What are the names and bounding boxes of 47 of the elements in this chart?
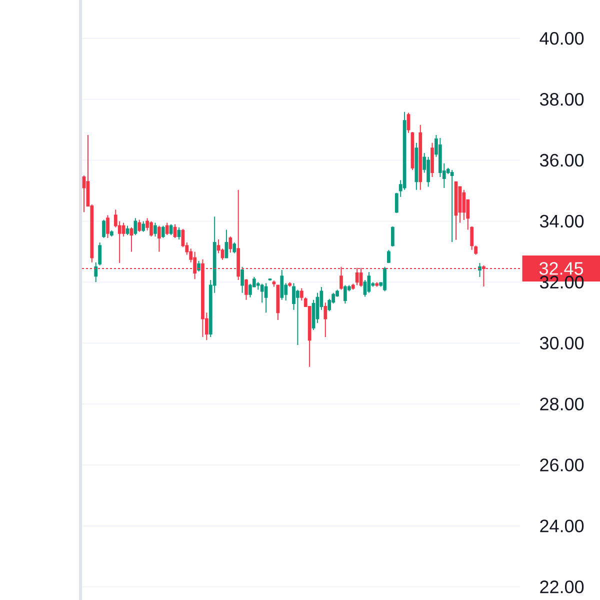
candlestick	[134, 218, 138, 236]
candlestick	[142, 220, 146, 232]
candlestick	[418, 124, 422, 190]
candlestick	[288, 282, 292, 288]
candlestick	[150, 220, 153, 237]
y-tick-label: 40.00	[540, 32, 584, 45]
candlestick	[102, 219, 106, 238]
candlestick	[177, 226, 181, 240]
y-tick-label: 24.00	[540, 520, 584, 532]
candlestick	[232, 242, 236, 254]
candlestick	[387, 249, 390, 264]
candlestick	[130, 226, 134, 252]
candlestick	[383, 266, 386, 292]
candlestick	[110, 230, 114, 237]
candlestick	[414, 142, 418, 190]
candlestick	[344, 284, 347, 304]
candlestick	[157, 225, 161, 252]
candlestick	[280, 269, 284, 300]
candlestick	[228, 236, 232, 254]
y-tick-label: 30.00	[540, 336, 584, 350]
candlestick	[224, 229, 228, 258]
ref-line-label: 32.45	[539, 262, 584, 275]
candlestick	[138, 219, 142, 232]
y-tick-label: 28.00	[540, 398, 584, 410]
y-tick-label: 26.00	[540, 458, 584, 472]
y-tick-label: 22.00	[540, 580, 584, 594]
candlestick	[165, 222, 169, 236]
candlestick	[367, 272, 371, 294]
candlestick	[197, 260, 200, 272]
candlestick	[430, 142, 434, 178]
y-tick-label: 34.00	[540, 214, 584, 228]
candlestick	[324, 302, 328, 338]
candlestick	[264, 282, 268, 314]
candlestick	[244, 278, 248, 300]
candlestick	[391, 226, 394, 248]
candlestick	[106, 214, 110, 238]
candlestick	[450, 170, 454, 242]
candlestick	[478, 262, 482, 278]
candlestick	[276, 284, 280, 320]
y-tick-label: 38.00	[540, 92, 584, 106]
candlestick	[240, 266, 244, 294]
candlestick	[375, 282, 379, 288]
candlestick	[161, 225, 165, 238]
candlestick	[426, 156, 430, 188]
y-tick-label: 36.00	[540, 154, 584, 167]
candlestick	[268, 278, 272, 282]
candlestick	[154, 222, 157, 237]
